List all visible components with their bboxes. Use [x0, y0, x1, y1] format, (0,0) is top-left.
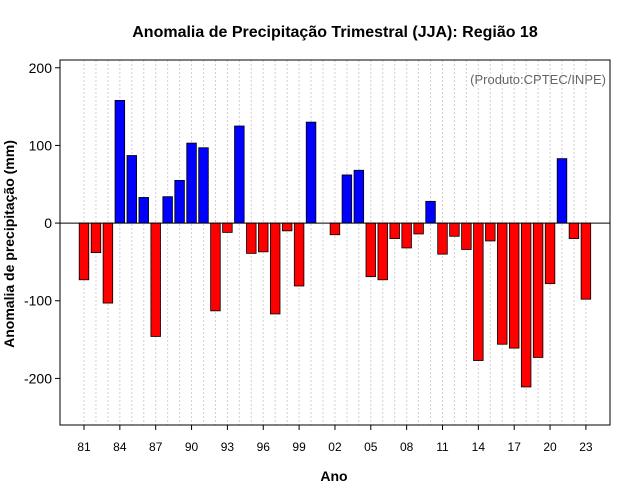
bar-1996 — [258, 222, 269, 253]
bar-2023 — [580, 222, 592, 300]
bar-2002 — [329, 222, 341, 236]
bar-1999 — [293, 222, 305, 287]
bar-1989 — [174, 179, 185, 224]
bar-2003 — [341, 174, 353, 224]
bar-2007 — [389, 222, 400, 240]
bar-1998 — [281, 222, 293, 232]
x-tick-label: 93 — [221, 440, 235, 454]
bar-2008 — [401, 222, 412, 249]
y-tick-label: 0 — [44, 215, 52, 231]
bar-2016 — [497, 222, 508, 345]
x-tick-label: 99 — [292, 440, 306, 454]
bar-2010 — [425, 200, 436, 224]
x-tick-label: 20 — [543, 440, 557, 454]
bar-1984 — [114, 99, 126, 224]
bar-1988 — [162, 196, 173, 224]
bar-2004 — [353, 169, 365, 224]
x-tick-label: 90 — [185, 440, 199, 454]
bar-2017 — [508, 222, 520, 349]
bar-1990 — [186, 142, 197, 224]
x-tick-label: 84 — [113, 440, 127, 454]
bar-1985 — [126, 155, 138, 224]
x-tick-label: 05 — [364, 440, 378, 454]
x-tick-label: 17 — [508, 440, 522, 454]
bar-2015 — [485, 222, 496, 242]
y-tick-label: -200 — [24, 370, 52, 386]
x-tick-label: 08 — [400, 440, 414, 454]
bar-2018 — [520, 222, 532, 388]
x-tick-label: 96 — [257, 440, 271, 454]
bar-1994 — [234, 125, 245, 224]
x-tick-label: 23 — [579, 440, 593, 454]
y-tick-label: 100 — [29, 137, 53, 153]
bar-1995 — [246, 222, 257, 254]
x-tick-label: 02 — [328, 440, 342, 454]
bar-2006 — [377, 222, 388, 281]
y-axis-title: Anomalia de precipitação (mm) — [1, 140, 17, 348]
bar-1992 — [210, 222, 221, 312]
bar-2020 — [544, 222, 556, 285]
credit-label: (Produto:CPTEC/INPE) — [470, 72, 606, 87]
y-tick-label: 200 — [29, 60, 53, 76]
y-tick-label: -100 — [24, 293, 52, 309]
y-axis: -200 -100 0 100 200 — [24, 60, 60, 386]
bar-2009 — [413, 222, 424, 235]
bar-1986 — [138, 197, 149, 224]
bar-2013 — [461, 222, 472, 250]
bars — [78, 99, 592, 388]
x-tick-label: 81 — [77, 440, 91, 454]
grid-lines — [83, 60, 587, 425]
bar-2022 — [568, 222, 580, 240]
bar-1981 — [78, 222, 90, 281]
bar-2012 — [449, 222, 460, 237]
bar-2000 — [305, 121, 317, 224]
bar-1982 — [90, 222, 102, 253]
x-axis-title: Ano — [320, 468, 347, 484]
bar-2005 — [365, 222, 377, 278]
bar-1987 — [150, 222, 161, 337]
bar-2019 — [532, 222, 544, 358]
bar-2014 — [473, 222, 484, 361]
bar-1991 — [198, 147, 209, 224]
bar-2011 — [437, 222, 448, 255]
bar-1983 — [102, 222, 114, 304]
chart-title: Anomalia de Precipitação Trimestral (JJA… — [132, 24, 538, 41]
bar-2021 — [556, 158, 568, 224]
x-axis: 81 84 87 90 93 96 99 02 05 08 11 14 17 20 23 — [77, 425, 593, 454]
x-tick-label: 11 — [436, 440, 449, 454]
bar-1993 — [222, 222, 233, 233]
x-tick-label: 87 — [149, 440, 163, 454]
bar-1997 — [269, 222, 281, 315]
x-tick-label: 14 — [472, 440, 486, 454]
